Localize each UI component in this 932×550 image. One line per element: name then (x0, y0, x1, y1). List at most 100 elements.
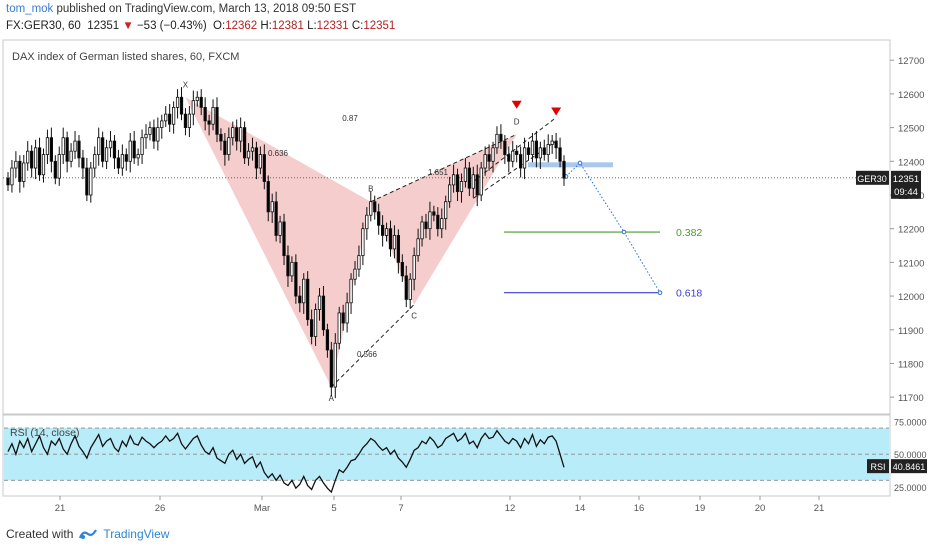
candle-body (10, 167, 14, 186)
candle-body (440, 218, 444, 230)
candle-body (491, 147, 495, 162)
candle-body (361, 228, 365, 257)
candle-body (337, 312, 341, 344)
candle-body (223, 140, 227, 155)
candle-body (341, 312, 345, 324)
rsi-badge-text: RSI (870, 462, 885, 472)
candle-body (448, 184, 452, 203)
publish-info: tom_mok published on TradingView.com, Ma… (6, 3, 356, 15)
rsi-value-badge (891, 459, 927, 474)
rsi-tick-label: 75.0000 (894, 418, 927, 428)
projection-node-1 (577, 160, 583, 166)
candle-body (168, 113, 172, 125)
candle-body (179, 96, 184, 115)
candle-body (365, 214, 369, 230)
candle-body (144, 133, 148, 139)
candle-body (128, 140, 132, 162)
candle-body (534, 140, 539, 159)
ratio-label: 0.87 (342, 114, 358, 123)
candle-body (81, 157, 85, 169)
candle-body (333, 342, 337, 388)
candle-body (41, 154, 46, 176)
candle-body (278, 221, 282, 236)
candle-body (455, 174, 460, 193)
open-value: 12362 (225, 20, 258, 32)
candle-body (317, 295, 322, 310)
candle-body (104, 147, 109, 162)
candle-body (416, 238, 420, 257)
symbol-label: FX:GER30, 60 (6, 20, 81, 32)
candle-body (479, 167, 483, 196)
candle-body (57, 154, 61, 179)
candle-body (487, 154, 491, 162)
ratio-label: 1.651 (428, 168, 449, 177)
candle-body (250, 147, 255, 152)
candle-body (156, 127, 160, 142)
footer: Created with TradingView (6, 527, 169, 541)
ratio-label: 0.636 (268, 149, 289, 158)
last-price-badge-text: 12351 (893, 174, 919, 185)
created-with-text: Created with (6, 527, 74, 541)
candle-body (349, 278, 353, 304)
candle-body (420, 221, 424, 240)
candle-body (219, 133, 223, 142)
candle-body (191, 100, 195, 115)
candle-body (325, 329, 330, 351)
price-tick-label: 11700 (898, 393, 924, 404)
candle-body (562, 160, 566, 179)
down-arrow-icon: ▼ (122, 20, 134, 32)
candle-body (400, 261, 404, 277)
bd-dashed-line (370, 133, 517, 203)
candle-body (396, 235, 401, 263)
price-tick-label: 12500 (898, 124, 924, 135)
price-tick-label: 12000 (898, 292, 924, 303)
time-tick-label: 21 (55, 503, 66, 514)
rsi-title: RSI (14, close) (10, 427, 79, 439)
candle-body (467, 167, 471, 189)
candle-body (215, 106, 219, 135)
candle-body (203, 106, 207, 122)
candle-body (298, 295, 302, 304)
target-zone-box (528, 162, 613, 168)
candle-body (77, 140, 81, 159)
candle-body (124, 154, 128, 162)
tradingview-brand-link[interactable]: TradingView (103, 527, 170, 541)
pattern-point-x: X (183, 80, 189, 89)
candle-body (507, 154, 511, 162)
candle-body (519, 154, 523, 169)
candle-body (471, 174, 475, 189)
candle-body (499, 133, 503, 142)
candle-body (258, 154, 262, 169)
candle-body (369, 201, 373, 216)
candle-body (26, 150, 30, 164)
candle-body (199, 96, 203, 108)
candle-body (373, 201, 377, 213)
candle-body (14, 160, 18, 169)
candle-body (475, 174, 479, 196)
candle-body (85, 167, 89, 196)
wedge-upper-line (472, 117, 557, 182)
price-tick-label: 11900 (898, 326, 924, 337)
time-tick-label: 20 (755, 503, 766, 514)
candle-body (140, 137, 144, 155)
candle-body (69, 150, 73, 162)
candle-body (392, 235, 397, 250)
projection-node-2 (621, 229, 627, 235)
price-tick-label: 11800 (898, 359, 924, 370)
candle-body (108, 140, 113, 149)
symbol-info: FX:GER30, 60 12351 ▼ −53 (−0.43%) O:1236… (6, 20, 395, 32)
close-label: C: (351, 20, 364, 32)
candle-body (270, 201, 274, 213)
candle-body (97, 137, 101, 155)
candle-body (306, 278, 310, 321)
candle-body (30, 150, 34, 169)
candle-body (33, 147, 38, 169)
high-value: 12381 (271, 20, 304, 32)
candle-body (550, 140, 554, 145)
last-price-badge (891, 170, 921, 199)
author-link[interactable]: tom_mok (6, 3, 54, 15)
candle-body (302, 278, 306, 304)
low-label: L: (307, 20, 317, 32)
candle-body (357, 255, 361, 270)
